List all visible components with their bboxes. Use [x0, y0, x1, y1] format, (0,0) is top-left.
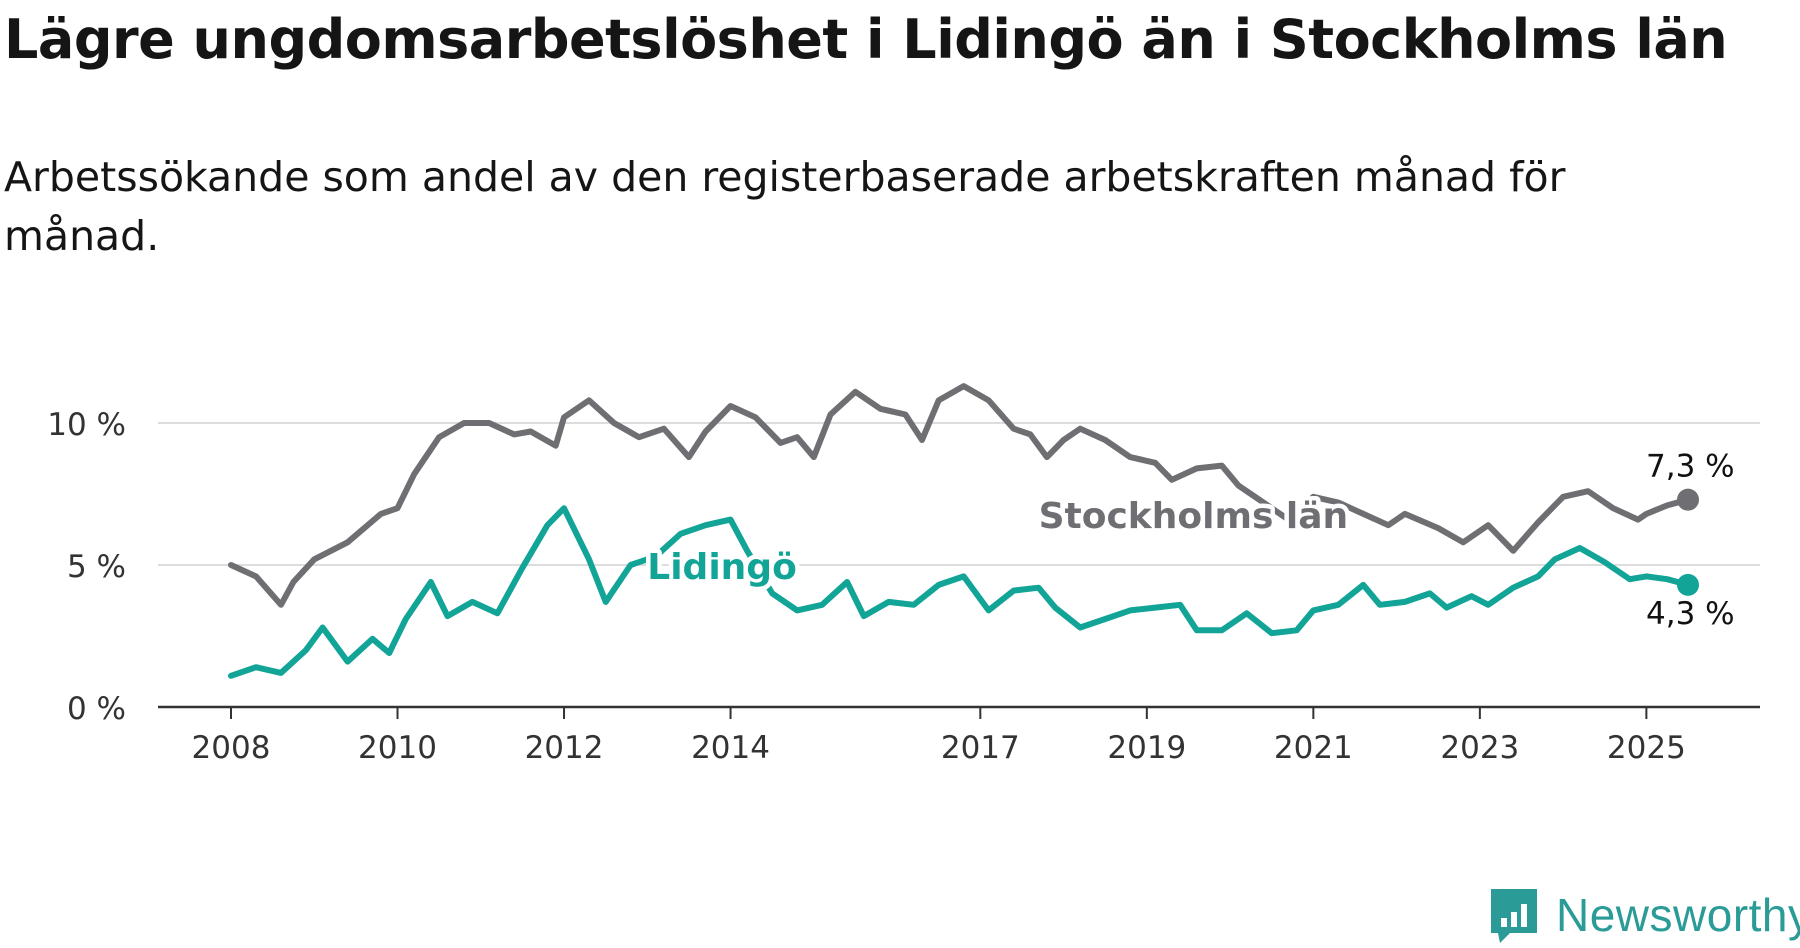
x-tick-label: 2010 [358, 730, 437, 766]
end-point-stockholms-lan [1677, 488, 1699, 511]
chart-title: Lägre ungdomsarbetslöshet i Lidingö än i… [4, 8, 1728, 71]
x-tick-label: 2025 [1607, 730, 1686, 766]
series-line-stockholms-lan [228, 383, 1691, 608]
y-tick-label: 10 % [47, 407, 126, 443]
x-tick-label: 2014 [691, 730, 770, 766]
x-tick-label: 2021 [1274, 730, 1353, 766]
y-tick-label: 5 % [67, 549, 126, 585]
line-chart: 0 % 5 % 10 % 2008 2010 2012 2014 2017 2019 2021 20… [47, 383, 1760, 766]
newsworthy-logo-text: Newsworthy [1556, 889, 1800, 941]
x-tick-label: 2023 [1440, 730, 1519, 766]
end-label-lidingo: 4,3 % [1646, 596, 1735, 632]
x-tick-label: 2019 [1107, 730, 1186, 766]
chart-subtitle: Arbetssökande som andel av den registerb… [4, 153, 1566, 260]
x-tick-label: 2008 [192, 730, 271, 766]
y-tick-label: 0 % [67, 691, 126, 727]
end-label-stockholms-lan: 7,3 % [1646, 449, 1735, 485]
end-point-lidingo [1677, 573, 1699, 596]
newsworthy-logo[interactable]: Newsworthy [1490, 886, 1800, 946]
series-label-stockholms-lan: Stockholms län [1039, 496, 1349, 537]
series-line-lidingo [228, 505, 1691, 679]
x-tick-label: 2012 [525, 730, 604, 766]
x-tick-label: 2017 [941, 730, 1020, 766]
series-label-lidingo: Lidingö [647, 547, 797, 588]
newsworthy-logo-icon [1491, 889, 1537, 943]
